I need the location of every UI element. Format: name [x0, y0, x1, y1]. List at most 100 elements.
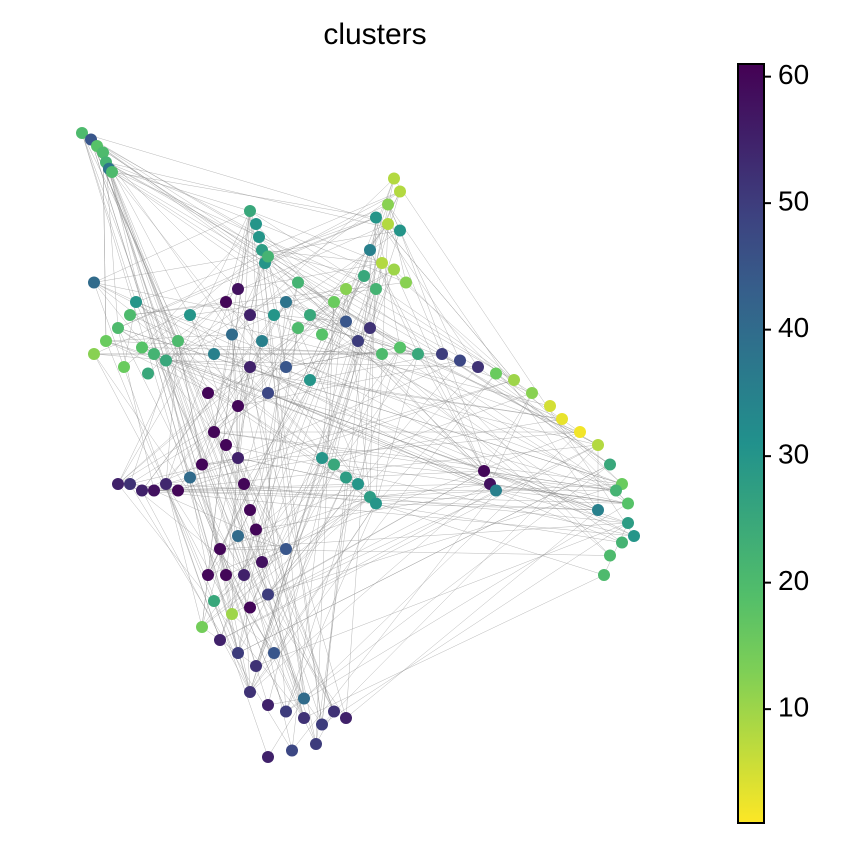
point	[100, 335, 112, 347]
point	[340, 283, 352, 295]
point	[262, 699, 274, 711]
point	[238, 478, 250, 490]
edge	[249, 509, 323, 725]
edge	[249, 366, 599, 511]
point	[556, 413, 568, 425]
point	[238, 569, 250, 581]
edge	[93, 282, 251, 316]
edge	[90, 139, 266, 264]
edge	[255, 464, 335, 530]
point	[256, 556, 268, 568]
edge	[225, 301, 377, 504]
point	[124, 478, 136, 490]
edge	[81, 132, 389, 225]
edge	[105, 162, 479, 368]
point	[214, 634, 226, 646]
edge	[153, 353, 251, 693]
point	[256, 335, 268, 347]
point	[604, 549, 616, 562]
point	[280, 296, 292, 308]
point	[400, 276, 412, 289]
point	[490, 367, 502, 380]
colorbar	[737, 63, 765, 824]
point	[262, 250, 274, 263]
edge	[129, 457, 239, 485]
edge	[387, 204, 407, 283]
edge	[117, 327, 623, 485]
point	[232, 530, 244, 542]
edge	[153, 353, 335, 712]
edge	[141, 490, 251, 693]
edge	[285, 503, 377, 712]
edge	[261, 191, 401, 251]
edge	[93, 210, 251, 283]
point	[88, 348, 100, 360]
edge	[237, 262, 383, 290]
edge	[225, 210, 251, 303]
point	[358, 270, 370, 282]
edge	[102, 152, 263, 563]
edge	[417, 353, 485, 472]
point	[376, 257, 388, 269]
edge	[345, 288, 377, 719]
point	[232, 647, 244, 659]
point	[280, 705, 292, 718]
edge	[153, 444, 599, 491]
point	[598, 569, 610, 581]
edge	[237, 457, 359, 485]
edge	[165, 360, 221, 550]
edge	[249, 301, 335, 368]
point	[394, 341, 406, 354]
point	[250, 523, 262, 536]
point	[160, 354, 172, 367]
point	[244, 601, 256, 614]
edge	[90, 139, 383, 355]
edge	[291, 490, 497, 751]
point	[412, 348, 424, 360]
edge	[108, 168, 155, 355]
point	[97, 146, 109, 159]
edge	[333, 392, 533, 465]
edge	[165, 360, 479, 368]
point	[316, 452, 328, 464]
edge	[201, 282, 299, 628]
point	[352, 478, 364, 490]
edge	[321, 444, 599, 725]
colorbar-tick-label: 50	[778, 186, 809, 217]
edge	[297, 282, 611, 556]
edge	[267, 698, 305, 758]
point	[364, 322, 376, 334]
edge	[237, 457, 335, 712]
point	[214, 543, 226, 555]
edge	[495, 490, 629, 524]
chart-title: clusters	[323, 18, 426, 51]
edge	[249, 210, 383, 264]
edge	[249, 366, 305, 699]
edge	[267, 483, 623, 595]
point	[208, 595, 220, 607]
edge	[81, 132, 347, 290]
point	[220, 439, 232, 451]
edge	[393, 269, 485, 472]
edge	[231, 178, 395, 335]
edge	[219, 548, 317, 745]
point	[472, 361, 484, 373]
edge	[225, 301, 263, 342]
point	[280, 361, 292, 373]
point	[604, 458, 616, 471]
point	[370, 211, 382, 224]
point	[112, 478, 124, 490]
point	[136, 341, 148, 354]
edge	[255, 223, 491, 485]
edge	[135, 301, 305, 699]
edge	[345, 509, 599, 719]
point	[226, 328, 238, 341]
edge	[261, 249, 383, 264]
point	[136, 484, 148, 497]
point	[106, 166, 118, 178]
point	[316, 718, 328, 731]
edge	[231, 334, 239, 407]
point	[244, 686, 256, 698]
edge	[141, 483, 491, 491]
point	[364, 244, 376, 256]
